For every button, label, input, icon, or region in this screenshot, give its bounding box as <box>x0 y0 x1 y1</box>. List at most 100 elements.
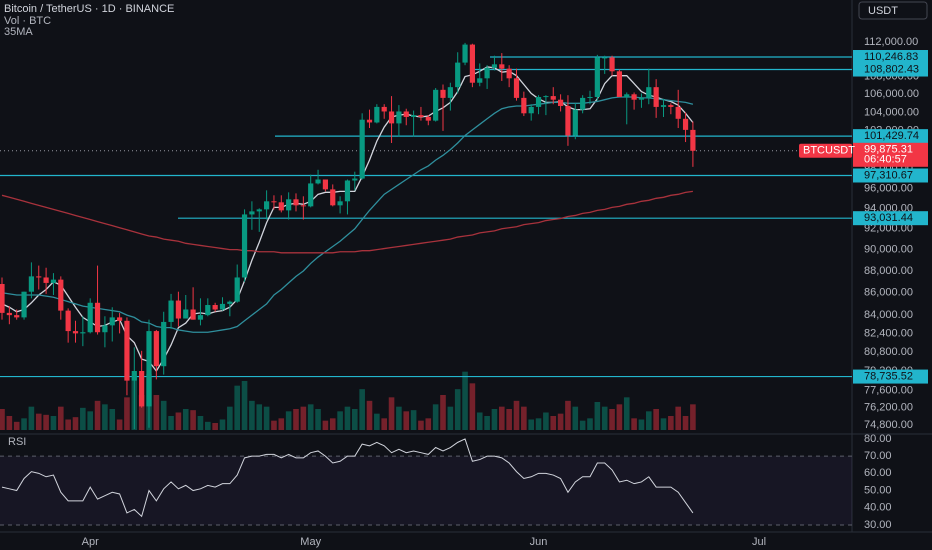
candle-body <box>528 106 534 114</box>
volume-bar <box>6 416 13 430</box>
y-tick-label: 92,000.00 <box>864 223 913 235</box>
volume-bar <box>50 416 57 430</box>
volume-bar <box>28 406 35 430</box>
candle-body <box>374 106 380 123</box>
volume-bar <box>58 406 64 430</box>
volume-bar <box>160 400 167 430</box>
candle-body <box>344 180 351 202</box>
volume-bar <box>337 411 343 430</box>
candle-body <box>565 106 571 136</box>
currency-box[interactable] <box>858 1 928 20</box>
volume-bar <box>403 411 410 430</box>
volume-bar <box>638 419 645 430</box>
candle-body <box>117 317 123 321</box>
candle-body <box>6 312 12 316</box>
candle-body <box>535 96 542 107</box>
candle-body <box>469 44 475 83</box>
volume-bar <box>13 421 20 430</box>
candle-body <box>653 87 659 107</box>
rsi-tick-label: 40.00 <box>864 502 892 514</box>
x-tick-label: Apr <box>82 536 99 548</box>
candle-body <box>197 315 204 320</box>
moving-average <box>1 96 694 333</box>
volume-bar <box>440 395 446 430</box>
candle-body <box>315 179 321 184</box>
volume-bar <box>594 402 601 430</box>
volume-bar <box>168 416 174 430</box>
y-tick-label: 106,000.00 <box>864 88 919 100</box>
volume-bar <box>616 404 623 430</box>
volume-bar <box>660 418 667 430</box>
candle-body <box>580 97 586 110</box>
level-label-box <box>853 369 928 384</box>
volume-bar <box>374 413 380 430</box>
level-label-box <box>853 129 928 144</box>
volume-bar <box>418 420 424 430</box>
candle-body <box>396 111 402 124</box>
volume-bar <box>587 418 593 430</box>
candle-body <box>278 202 284 211</box>
candle-body <box>675 106 681 119</box>
candle-body <box>94 302 101 333</box>
volume-bar <box>462 371 468 430</box>
currency[interactable]: USDT <box>868 5 898 17</box>
volume-bar <box>388 397 395 430</box>
y-tick-label: 96,000.00 <box>864 182 913 194</box>
candle-body <box>227 301 233 304</box>
volume-bar <box>623 397 630 430</box>
candle-body <box>205 305 211 316</box>
volume-bar <box>35 413 42 430</box>
candle-body <box>352 178 358 181</box>
candle-body <box>550 96 556 100</box>
volume-bar <box>307 404 314 430</box>
volume-bar <box>227 406 233 430</box>
volume-bar <box>300 406 307 430</box>
candle-body <box>411 115 417 117</box>
moving-average <box>1 190 693 254</box>
y-tick-label: 77,600.00 <box>864 384 913 396</box>
candle-body <box>646 87 652 98</box>
volume-bar <box>396 406 402 430</box>
volume-bar <box>234 385 240 430</box>
candle-body <box>293 199 299 206</box>
x-tick-label: Jul <box>752 536 766 548</box>
candle-body <box>668 105 674 107</box>
volume-bar <box>315 409 321 430</box>
candle-body <box>131 370 137 381</box>
candle-body <box>682 118 689 130</box>
candle-body <box>168 300 174 322</box>
candle-body <box>587 96 593 98</box>
rsi-tick-label: 50.00 <box>864 484 892 496</box>
volume-bar <box>646 411 652 430</box>
candle-body <box>87 302 93 333</box>
y-tick-label: 86,000.00 <box>864 287 913 299</box>
volume-bar <box>690 404 696 430</box>
volume-bar <box>344 406 351 430</box>
y-tick-label: 74,800.00 <box>864 419 913 431</box>
volume-bar <box>425 418 432 430</box>
volume-bar <box>381 418 387 430</box>
candle-body <box>58 279 64 311</box>
volume-bar <box>491 409 498 430</box>
rsi-tick-label: 80.00 <box>864 433 892 445</box>
x-tick-label: May <box>300 536 321 548</box>
volume-bar <box>21 418 27 430</box>
candle-body <box>602 57 608 59</box>
candle-body <box>447 87 453 98</box>
volume-bar <box>72 417 79 430</box>
volume-bar <box>138 395 145 430</box>
candle-body <box>477 78 483 83</box>
candle-body <box>286 199 292 211</box>
volume-bar <box>484 416 490 430</box>
candle-body <box>433 89 439 121</box>
volume-bar <box>256 404 263 430</box>
volume-bar <box>499 406 505 430</box>
volume-bar <box>322 420 329 430</box>
volume-bar <box>205 421 211 430</box>
candle-body <box>484 67 490 79</box>
volume-bar <box>366 400 373 430</box>
volume-bar <box>447 406 454 430</box>
volume-bar <box>271 420 277 430</box>
